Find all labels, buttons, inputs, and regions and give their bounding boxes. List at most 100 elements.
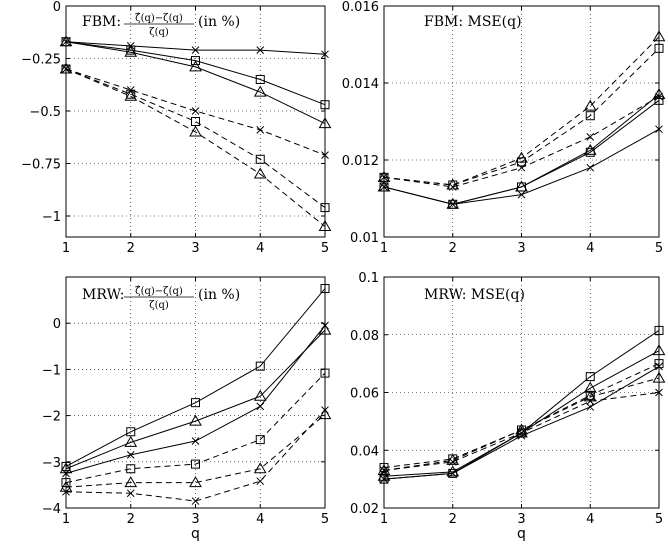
annotation-prefix: MRW: (82, 287, 124, 303)
series-line-2 (383, 330, 660, 480)
x-marker (586, 403, 595, 411)
x-tick-label: 1 (62, 241, 70, 256)
series-line-5 (65, 372, 326, 484)
x-tick-label: 3 (517, 512, 525, 527)
triangle-marker (189, 60, 202, 72)
annotation-denominator: ζ(q) (149, 300, 169, 311)
x-tick-label: 2 (449, 241, 457, 256)
square-marker (320, 203, 330, 213)
triangle-marker (652, 344, 666, 356)
y-tick-label: 0.1 (358, 271, 379, 286)
triangle-marker (124, 476, 138, 488)
triangle-marker (515, 426, 528, 438)
y-tick-label: −1 (42, 210, 61, 225)
x-axis-label: q (517, 526, 526, 542)
triangle-marker (377, 469, 391, 481)
triangle-marker (515, 151, 528, 163)
x-marker (321, 151, 329, 159)
square-marker (585, 111, 595, 121)
y-tick-label: −2 (42, 410, 61, 425)
x-marker (191, 46, 200, 54)
x-tick-label: 1 (62, 512, 70, 527)
x-tick-label: 2 (449, 512, 457, 527)
y-tick-label: 0.02 (350, 502, 379, 517)
triangle-marker (652, 371, 666, 383)
square-marker (320, 100, 330, 110)
annotation-suffix: (in %) (198, 14, 240, 30)
triangle-marker (583, 143, 597, 155)
triangle-marker (318, 323, 332, 335)
x-tick-label: 4 (256, 241, 264, 256)
triangle-marker (59, 462, 73, 474)
series-line-3 (65, 329, 326, 470)
triangle-marker (253, 167, 267, 179)
y-tick-label: 0 (53, 0, 61, 15)
x-marker (256, 402, 265, 411)
series-line-6 (383, 36, 660, 186)
triangle-marker (652, 30, 666, 42)
triangle-marker (253, 389, 267, 401)
square-marker (191, 56, 200, 66)
square-marker (654, 43, 664, 53)
square-marker (379, 463, 389, 473)
square-marker (379, 474, 389, 484)
x-tick-label: 4 (586, 512, 594, 527)
square-marker (191, 398, 200, 408)
square-marker (255, 154, 265, 164)
series-line-6 (65, 68, 326, 227)
square-marker (191, 459, 200, 469)
square-marker (585, 372, 595, 382)
triangle-marker (583, 390, 597, 402)
square-marker (255, 75, 265, 84)
series-line-4 (383, 392, 660, 471)
square-marker (320, 368, 330, 378)
x-marker (256, 477, 265, 486)
series-line-3 (65, 41, 326, 125)
triangle-marker (377, 170, 391, 182)
x-marker (126, 489, 135, 498)
x-tick-label: 1 (380, 241, 388, 256)
triangle-marker (253, 462, 267, 474)
annotation-numerator: ζ̂(q)−ζ(q) (135, 13, 183, 24)
triangle-marker (515, 180, 528, 192)
series-line-5 (383, 363, 660, 469)
y-tick-label: −3 (42, 456, 61, 471)
x-marker (586, 133, 595, 141)
y-tick-label: −0.5 (29, 105, 61, 120)
x-marker (655, 125, 663, 134)
chart-panel-1: 1 2 3 4 5 0 −0.25 −0.5 −0.75 −1 FBM: ζ̂(q)−ζ(q) ζ(q)… (21, 0, 332, 256)
annotation-denominator: ζ(q) (149, 27, 169, 38)
series-line-2 (65, 41, 326, 106)
x-marker (655, 92, 663, 101)
series-line-4 (65, 409, 326, 502)
series-line-5 (383, 47, 660, 186)
x-marker (655, 388, 663, 397)
y-tick-label: 0.01 (350, 231, 379, 246)
square-marker (61, 478, 71, 488)
square-marker (126, 464, 136, 474)
x-tick-label: 4 (586, 241, 594, 256)
x-tick-label: 1 (380, 512, 388, 527)
triangle-marker (59, 35, 73, 47)
triangle-marker (189, 476, 202, 488)
square-marker (654, 325, 664, 335)
y-tick-label: −0.75 (21, 158, 61, 173)
annotation-prefix: FBM: (82, 14, 121, 30)
triangle-marker (318, 117, 332, 129)
triangle-marker (59, 480, 73, 492)
x-marker (517, 190, 526, 199)
x-tick-label: 3 (191, 241, 199, 256)
x-tick-label: 5 (321, 241, 329, 256)
x-marker (191, 497, 200, 505)
triangle-marker (446, 197, 460, 209)
x-tick-label: 5 (655, 512, 663, 527)
x-marker (256, 46, 265, 54)
x-tick-label: 2 (127, 512, 135, 527)
chart-panel-3: 1 2 3 4 5 0 −1 −2 −3 −4 q MRW: ζ̂(q)−ζ(q) ζ(q) (in %) (42, 276, 332, 542)
square-marker (191, 117, 200, 126)
triangle-marker (515, 423, 528, 435)
panel-annotation: MRW: MSE(q) (424, 287, 525, 303)
square-marker (255, 361, 265, 371)
series-line-6 (65, 414, 326, 488)
series-line-1 (65, 325, 326, 474)
